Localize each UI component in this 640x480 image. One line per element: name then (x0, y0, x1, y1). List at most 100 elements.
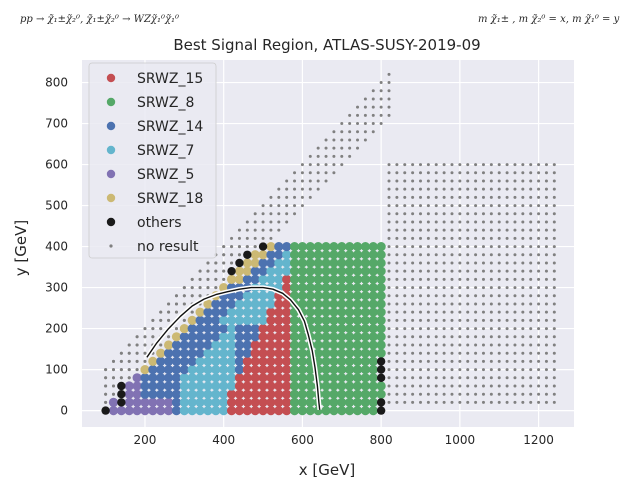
signal-region-point (171, 373, 182, 383)
x-tick-label: 400 (212, 433, 235, 447)
no-result-point (521, 220, 525, 224)
no-result-point (537, 261, 541, 265)
signal-region-point (305, 397, 315, 407)
signal-region-point (376, 241, 386, 252)
signal-region-point (282, 274, 292, 284)
no-result-point (552, 245, 556, 249)
signal-region-point (282, 315, 292, 325)
no-result-point (411, 384, 415, 388)
no-result-point (513, 179, 517, 183)
no-result-point (387, 113, 391, 117)
signal-region-point (234, 323, 245, 334)
signal-region-point (250, 373, 260, 383)
no-result-point (363, 105, 367, 109)
signal-region-point (258, 299, 268, 309)
no-result-point (513, 400, 517, 404)
no-result-point (222, 269, 226, 273)
no-result-point (411, 212, 415, 216)
no-result-point (544, 228, 548, 232)
no-result-point (411, 310, 415, 314)
axis-ticks: 200 400 600 800 1000 1200 0 100 200 300 400 500 600 7… (45, 76, 554, 447)
signal-region-point (258, 315, 268, 325)
signal-region-point (360, 241, 370, 252)
no-result-point (418, 204, 422, 208)
no-result-point (371, 89, 375, 93)
no-result-point (505, 400, 509, 404)
signal-region-point (234, 389, 245, 399)
signal-region-point (211, 340, 221, 350)
no-result-point (458, 318, 462, 322)
signal-region-point (297, 266, 308, 276)
no-result-point (434, 302, 438, 306)
signal-region-point (368, 299, 378, 309)
no-result-point (395, 245, 399, 249)
no-result-point (489, 294, 493, 298)
no-result-point (505, 335, 509, 339)
signal-region-point (163, 397, 174, 407)
no-result-point (474, 294, 478, 298)
signal-region-point (234, 274, 245, 284)
signal-region-point (266, 340, 276, 350)
no-result-point (497, 163, 501, 167)
no-result-point (481, 277, 485, 281)
signal-region-point (345, 291, 355, 301)
signal-region-point (163, 381, 174, 391)
signal-region-point (250, 315, 260, 325)
no-result-point (253, 220, 257, 224)
no-result-point (426, 302, 430, 306)
signal-region-point (297, 340, 308, 350)
signal-region-point (258, 307, 268, 317)
no-result-point (379, 81, 383, 85)
no-result-point (371, 105, 375, 109)
no-result-point (111, 359, 115, 363)
no-result-point (403, 286, 407, 290)
no-result-point (324, 138, 328, 142)
no-result-point (529, 392, 533, 396)
no-result-point (529, 327, 533, 331)
no-result-point (403, 400, 407, 404)
signal-region-point (360, 356, 370, 366)
signal-region-point (242, 340, 252, 350)
no-result-point (544, 171, 548, 175)
no-result-point (537, 187, 541, 191)
signal-region-point (313, 323, 323, 334)
signal-region-point (313, 332, 323, 342)
signal-region-point (368, 356, 378, 366)
no-result-point (127, 368, 131, 372)
no-result-point (434, 343, 438, 347)
no-result-point (481, 343, 485, 347)
x-tick-label: 600 (291, 433, 314, 447)
no-result-point (513, 245, 517, 249)
signal-region-point (274, 266, 284, 276)
no-result-point (481, 359, 485, 363)
signal-region-point (368, 291, 378, 301)
no-result-point (119, 368, 123, 372)
signal-region-point (352, 258, 363, 268)
no-result-point (104, 400, 108, 404)
signal-region-point (203, 373, 213, 383)
no-result-point (411, 286, 415, 290)
signal-region-point (282, 373, 292, 383)
signal-region-point (250, 397, 260, 407)
signal-region-point (337, 291, 347, 301)
no-result-point (481, 179, 485, 183)
signal-region-point (376, 266, 386, 276)
no-result-point (253, 228, 257, 232)
no-result-point (481, 376, 485, 380)
legend-label: no result (137, 239, 199, 255)
no-result-point (450, 376, 454, 380)
no-result-point (442, 253, 446, 257)
no-result-point (395, 163, 399, 167)
signal-region-point (360, 397, 370, 407)
no-result-point (458, 220, 462, 224)
x-axis-label: x [GeV] (299, 461, 355, 479)
no-result-point (497, 171, 501, 175)
signal-region-point (274, 332, 284, 342)
signal-region-point (313, 274, 323, 284)
signal-region-point (203, 397, 213, 407)
signal-region-point (329, 274, 339, 284)
no-result-point (198, 277, 202, 281)
signal-region-point (376, 299, 386, 309)
no-result-point (466, 187, 470, 191)
signal-region-point (274, 307, 284, 317)
